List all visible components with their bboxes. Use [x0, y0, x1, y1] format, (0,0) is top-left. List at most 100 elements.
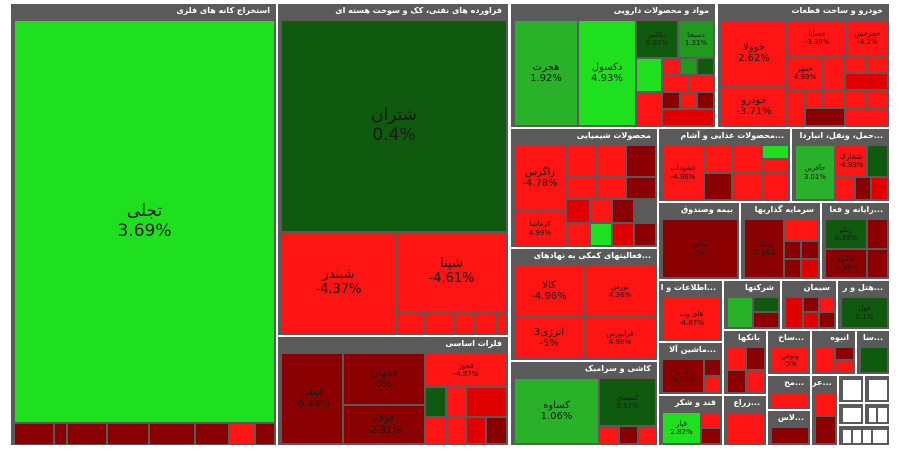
small-tile[interactable]	[805, 108, 845, 126]
sector-companies[interactable]: شرکتها	[723, 280, 781, 330]
sector-other-b[interactable]: سا...	[856, 330, 890, 375]
small-tile[interactable]	[424, 312, 454, 334]
sector-petroleum-products[interactable]: فراورده های نفتی، کک و سوخت هسته ای شترا…	[277, 3, 509, 336]
small-tile[interactable]	[819, 312, 835, 328]
sector-sugar[interactable]: قند و شکر قپار 2.82%	[658, 395, 723, 446]
tile-rtco[interactable]: رتکو 0.35%	[825, 219, 867, 249]
small-tile[interactable]	[566, 145, 596, 177]
small-tile[interactable]	[634, 223, 656, 246]
tile-vatoos[interactable]: وتوس -5%	[771, 347, 809, 373]
tile-shepna[interactable]: شپنا -4.61%	[396, 232, 507, 312]
tile-boors[interactable]: بورس 4.36%	[584, 265, 656, 317]
small-tile[interactable]	[762, 159, 789, 173]
tile-fmeli[interactable]: فملی -0.44%	[281, 353, 343, 444]
small-tile[interactable]	[697, 92, 714, 109]
tile-kala[interactable]: کالا -4.96%	[514, 265, 584, 317]
small-tile[interactable]	[784, 219, 819, 241]
small-tile[interactable]	[636, 92, 662, 126]
small-tile[interactable]	[845, 108, 888, 126]
tile-dakosol[interactable]: دکسول 4.93%	[578, 20, 636, 126]
small-tile[interactable]	[454, 312, 474, 334]
small-tile[interactable]	[662, 58, 680, 75]
small-tile[interactable]	[732, 145, 762, 173]
small-tile[interactable]	[845, 56, 867, 73]
sector-computer[interactable]: رایانه و فعا... رتکو 0.35% شگویا -0.46%	[821, 202, 890, 280]
small-tile[interactable]	[612, 199, 634, 223]
small-tile[interactable]	[732, 173, 762, 200]
small-tile[interactable]	[396, 312, 424, 334]
tile-ksadi[interactable]: کسعدی 0.57%	[599, 378, 656, 426]
sector-construction[interactable]: ساخ... وتوس -5%	[767, 330, 811, 375]
small-tile[interactable]	[566, 223, 590, 246]
small-tile[interactable]	[701, 412, 721, 428]
sector-machinery[interactable]: ماشین آلا... تماد -4.36%	[658, 342, 723, 395]
small-tile[interactable]	[446, 417, 466, 444]
sector-pharma[interactable]: مواد و محصولات دارویی هجرت 1.92% دکسول 4…	[510, 3, 716, 128]
tile-qpars[interactable]: قپار 2.82%	[662, 412, 701, 444]
small-tile[interactable]	[704, 145, 732, 173]
tile-bahir[interactable]: بپاس 0%	[662, 219, 738, 278]
small-tile[interactable]	[704, 173, 732, 200]
small-tile[interactable]	[867, 56, 888, 73]
small-tile[interactable]	[762, 145, 789, 159]
small-tile[interactable]	[845, 73, 888, 90]
small-tile[interactable]	[704, 359, 721, 376]
tile-haafarin[interactable]: حآفرین 3.01%	[795, 145, 835, 200]
small-tile[interactable]	[855, 177, 871, 200]
small-tile[interactable]	[746, 347, 765, 370]
sector-mass-construction[interactable]: انبوه	[811, 330, 856, 375]
sector-other-a[interactable]: عر...	[811, 375, 838, 446]
tile-kesave[interactable]: کساوه 1.06%	[514, 378, 599, 444]
small-tile[interactable]	[566, 199, 590, 223]
sector-textile[interactable]: لاس...	[767, 410, 811, 446]
small-tile[interactable]	[727, 412, 765, 444]
tile-dapax[interactable]: دپاکس 0.07%	[636, 20, 678, 58]
small-tile[interactable]	[787, 90, 805, 126]
small-tile[interactable]	[626, 145, 656, 177]
small-tile[interactable]	[704, 376, 721, 393]
small-tile[interactable]	[815, 347, 835, 373]
small-tile[interactable]	[67, 423, 107, 445]
small-tile[interactable]	[566, 177, 596, 199]
small-tile[interactable]	[446, 387, 466, 417]
small-tile[interactable]	[771, 427, 809, 444]
small-tile[interactable]	[680, 58, 697, 75]
small-tile[interactable]	[107, 423, 149, 445]
small-tile[interactable]	[474, 312, 496, 334]
tile-shebandar[interactable]: شبندر -4.37%	[281, 232, 396, 334]
tile-shegoya[interactable]: شگویا -0.46%	[825, 249, 867, 278]
small-tile[interactable]	[590, 199, 612, 223]
small-tile[interactable]	[877, 407, 888, 423]
small-tile[interactable]	[803, 297, 819, 312]
small-tile[interactable]	[688, 75, 714, 92]
tiny-sector[interactable]	[838, 403, 864, 425]
small-tile[interactable]	[784, 241, 801, 259]
small-tile[interactable]	[746, 370, 765, 393]
small-tile[interactable]	[596, 177, 626, 199]
tile-fjahan[interactable]: فجهان 0%	[343, 353, 425, 405]
sector-cement[interactable]: سیمان	[781, 280, 837, 330]
sector-auto-parts[interactable]: خودرو و ساخت قطعات خوولا 2.62% خودرو -3.…	[717, 3, 890, 128]
small-tile[interactable]	[860, 347, 888, 373]
sector-banks[interactable]: بانکها	[723, 330, 767, 395]
small-tile[interactable]	[801, 259, 819, 278]
small-tile[interactable]	[680, 92, 697, 109]
tile-farabors[interactable]: فرابورس 4.98%	[584, 317, 656, 359]
tile-khavalan[interactable]: خوولا 2.62%	[721, 20, 787, 86]
small-tile[interactable]	[636, 58, 662, 92]
small-tile[interactable]	[626, 177, 656, 199]
small-tile[interactable]	[867, 90, 888, 108]
sector-basic-metals-extraction[interactable]: استخراج کانه های فلزی تجلی 3.69%	[10, 3, 277, 446]
small-tile[interactable]	[868, 407, 877, 423]
small-tile[interactable]	[727, 297, 753, 328]
tile-vbamed[interactable]: وبملت -1.16%	[744, 219, 784, 278]
tile-haiwab[interactable]: های وب -4.87%	[662, 297, 721, 340]
sector-food[interactable]: محصولات غذایی و آشام... غشهداب -4.96%	[658, 128, 791, 202]
sector-chemical[interactable]: محصولات شیمیایی زاگرس -4.78% کرماشا 4.99…	[510, 128, 658, 248]
small-tile[interactable]	[805, 90, 823, 108]
small-tile[interactable]	[862, 429, 872, 444]
small-tile[interactable]	[753, 297, 779, 312]
tiny-sector[interactable]	[864, 403, 890, 425]
small-tile[interactable]	[54, 423, 67, 445]
small-tile[interactable]	[466, 387, 507, 417]
